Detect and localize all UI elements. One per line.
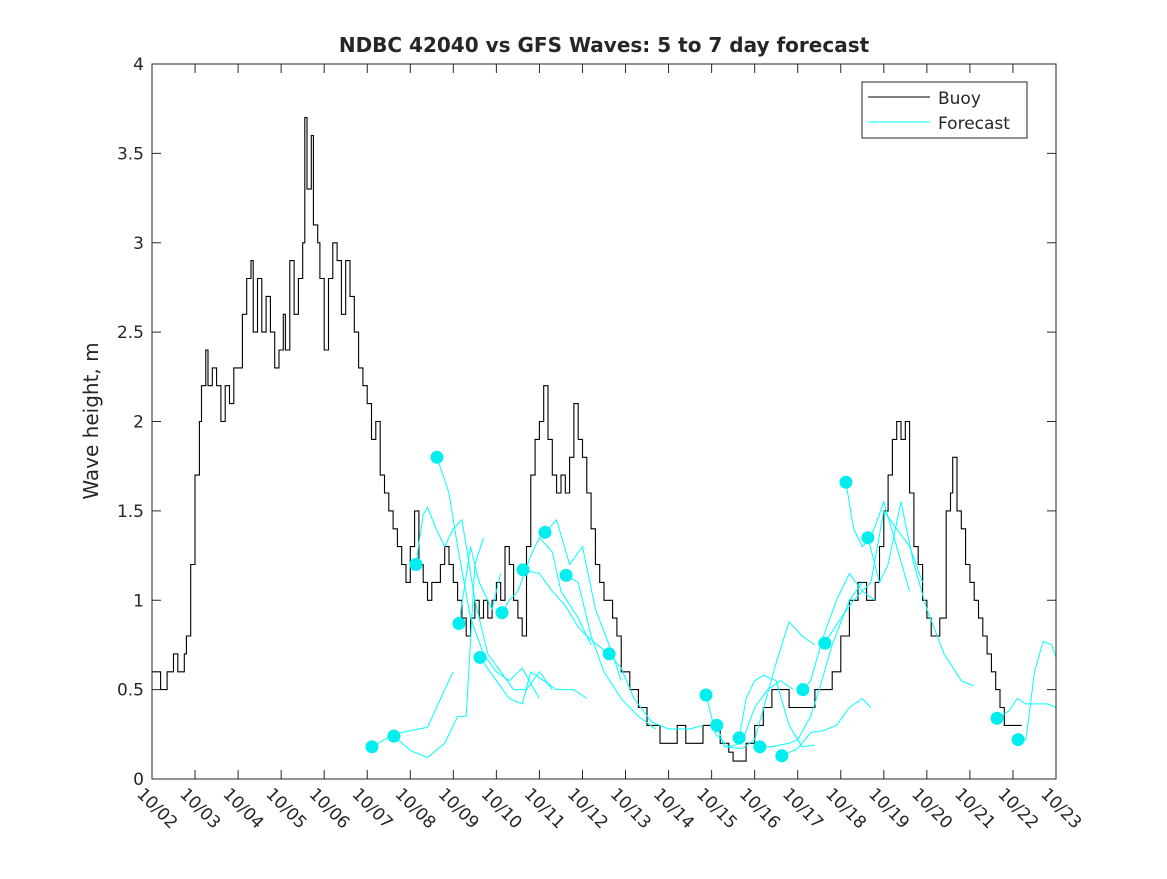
forecast-start-point-1 bbox=[365, 740, 379, 754]
forecast-line-12 bbox=[705, 680, 794, 748]
axis-ticks: 00.511.522.533.5410/0210/0310/0410/0510/… bbox=[117, 55, 1085, 833]
y-tick-label: 1.5 bbox=[117, 502, 144, 522]
forecast-start-point-3 bbox=[409, 558, 423, 571]
x-tick-label: 10/09 bbox=[434, 784, 483, 833]
forecast-start-point-2 bbox=[387, 729, 401, 743]
y-tick-label: 0.5 bbox=[117, 681, 144, 701]
x-tick-label: 10/10 bbox=[477, 784, 526, 833]
legend-box bbox=[861, 81, 1028, 139]
forecast-line-11 bbox=[608, 653, 704, 730]
x-tick-label: 10/12 bbox=[563, 784, 612, 833]
forecast-start-point-17 bbox=[796, 683, 810, 697]
y-tick-label: 2.5 bbox=[117, 323, 144, 343]
x-tick-label: 10/21 bbox=[950, 784, 999, 833]
x-tick-label: 10/03 bbox=[176, 784, 225, 833]
forecast-start-point-12 bbox=[699, 688, 713, 702]
y-tick-label: 3.5 bbox=[117, 144, 144, 164]
y-tick-label: 1 bbox=[133, 591, 144, 611]
x-tick-label: 10/13 bbox=[606, 784, 655, 833]
forecast-start-point-18 bbox=[818, 636, 832, 650]
x-tick-label: 10/15 bbox=[692, 784, 741, 833]
y-axis-label: Wave height, m bbox=[79, 342, 103, 499]
forecast-line-18 bbox=[824, 509, 924, 644]
buoy-series-line bbox=[152, 117, 1022, 762]
forecast-start-point-9 bbox=[538, 525, 552, 539]
x-tick-label: 10/04 bbox=[219, 784, 268, 833]
forecast-start-point-11 bbox=[602, 647, 616, 661]
forecast-line-1 bbox=[371, 671, 454, 748]
x-tick-label: 10/05 bbox=[262, 784, 311, 833]
forecast-line-4 bbox=[436, 457, 540, 699]
x-tick-label: 10/14 bbox=[649, 784, 698, 833]
forecast-line-7 bbox=[501, 536, 592, 646]
legend: Buoy Forecast bbox=[861, 81, 1028, 139]
forecast-line-16 bbox=[781, 697, 872, 757]
forecast-line-14 bbox=[738, 674, 815, 748]
x-tick-label: 10/11 bbox=[520, 784, 569, 833]
y-tick-label: 3 bbox=[133, 234, 144, 254]
forecast-start-point-19 bbox=[839, 475, 853, 489]
x-tick-label: 10/08 bbox=[391, 784, 440, 833]
x-tick-label: 10/23 bbox=[1036, 784, 1085, 833]
x-tick-label: 10/16 bbox=[735, 784, 784, 833]
forecast-start-point-6 bbox=[473, 650, 487, 664]
y-tick-label: 0 bbox=[133, 770, 144, 790]
forecast-line-15 bbox=[759, 582, 863, 748]
forecast-start-point-14 bbox=[732, 731, 746, 745]
forecast-start-point-10 bbox=[559, 568, 573, 582]
forecast-line-6 bbox=[479, 657, 588, 705]
forecast-start-point-13 bbox=[710, 718, 724, 732]
x-tick-label: 10/19 bbox=[864, 784, 913, 833]
forecast-start-point-21 bbox=[990, 711, 1004, 725]
x-tick-label: 10/06 bbox=[305, 784, 354, 833]
x-tick-label: 10/07 bbox=[348, 784, 397, 833]
forecast-line-5 bbox=[458, 546, 502, 624]
forecast-start-point-22 bbox=[1011, 733, 1025, 747]
plot-area bbox=[152, 117, 1057, 763]
forecast-start-point-16 bbox=[775, 749, 789, 763]
forecast-line-22 bbox=[1018, 640, 1057, 741]
x-tick-label: 10/20 bbox=[907, 784, 956, 833]
forecast-start-point-8 bbox=[516, 563, 530, 577]
forecast-line-8 bbox=[522, 569, 605, 651]
forecast-start-point-5 bbox=[452, 616, 466, 630]
x-tick-label: 10/02 bbox=[132, 784, 181, 833]
forecast-line-13 bbox=[716, 620, 816, 750]
forecast-start-point-15 bbox=[753, 740, 767, 754]
y-tick-label: 2 bbox=[133, 413, 144, 433]
x-tick-label: 10/17 bbox=[778, 784, 827, 833]
forecast-line-21 bbox=[996, 697, 1057, 719]
y-tick-label: 4 bbox=[133, 55, 144, 75]
x-tick-label: 10/18 bbox=[821, 784, 870, 833]
forecast-start-point-20 bbox=[861, 531, 875, 545]
forecast-line-10 bbox=[565, 574, 656, 730]
forecast-line-20 bbox=[867, 501, 975, 687]
x-tick-label: 10/22 bbox=[993, 784, 1042, 833]
forecast-start-point-7 bbox=[495, 606, 509, 620]
chart-title: NDBC 42040 vs GFS Waves: 5 to 7 day fore… bbox=[339, 33, 870, 57]
forecast-start-point-4 bbox=[430, 450, 444, 464]
legend-forecast-label: Forecast bbox=[938, 114, 1010, 134]
legend-buoy-label: Buoy bbox=[938, 89, 981, 109]
